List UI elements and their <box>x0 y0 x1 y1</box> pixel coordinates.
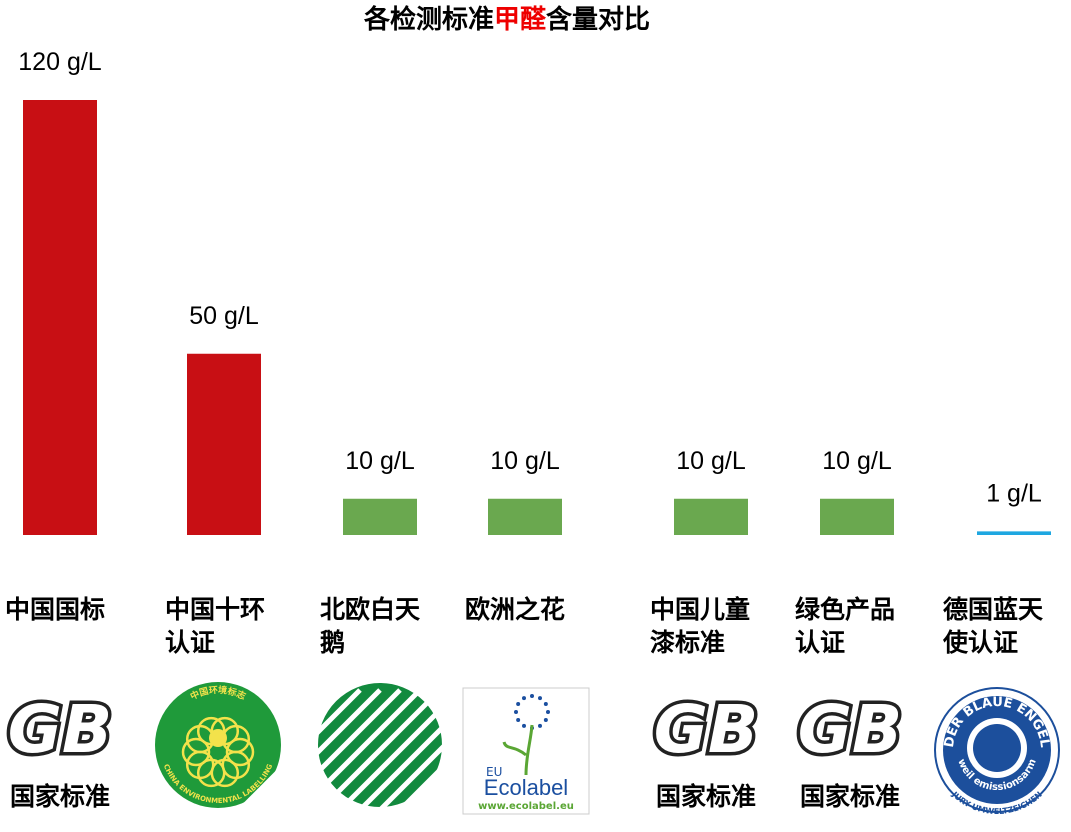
ring <box>181 737 211 767</box>
bar <box>187 353 261 535</box>
bar <box>488 498 562 535</box>
swan-stripe <box>238 688 362 812</box>
swan-ring <box>310 675 450 815</box>
category-label: 绿色产品认证 <box>795 595 895 657</box>
eu-star <box>538 723 542 728</box>
bar <box>343 498 417 535</box>
swan-stripe <box>278 688 402 812</box>
value-label: 10 g/L <box>490 447 560 475</box>
bar <box>977 531 1051 535</box>
category-label: 中国十环认证 <box>165 595 265 657</box>
category-label: 中国儿童漆标准 <box>650 595 750 657</box>
bar <box>674 498 748 535</box>
ecolabel-box <box>462 687 590 815</box>
eu-star <box>522 723 526 728</box>
category-label: 欧洲之花 <box>465 595 565 624</box>
logo-text: EU <box>486 765 502 779</box>
eu-star <box>516 702 521 706</box>
eu-star <box>514 710 518 714</box>
logo-text: 中国环境标志 <box>188 684 247 703</box>
category-label: 德国蓝天使认证 <box>942 595 1043 657</box>
logo-text: www.ecolabel.eu <box>478 801 574 812</box>
flower-stem <box>502 724 534 776</box>
logo-caption: 国家标准 <box>10 782 110 811</box>
swan-stripe <box>258 688 382 812</box>
title-highlight: 甲醛 <box>494 5 547 35</box>
swan-stripe <box>298 688 422 812</box>
value-label: 10 g/L <box>676 447 746 475</box>
logo-caption: 国家标准 <box>656 782 756 811</box>
category-label: 北欧白天鹅 <box>320 595 420 657</box>
logo-text-path: 中国环境标志 <box>188 684 247 703</box>
logo-caption: 国家标准 <box>800 782 900 811</box>
value-label: 10 g/L <box>345 447 415 475</box>
swan-stripe <box>358 688 482 812</box>
eu-star <box>530 694 534 698</box>
title-part: 各检测标准 <box>363 4 494 35</box>
value-label: 50 g/L <box>189 302 259 330</box>
angel-figure <box>973 724 1021 772</box>
gb-logo: GB <box>654 691 758 768</box>
eu-star <box>543 718 548 722</box>
eu-star <box>538 696 542 701</box>
chart-title: 各检测标准甲醛含量对比 <box>363 4 650 35</box>
value-label: 120 g/L <box>18 48 102 76</box>
ring <box>225 737 255 767</box>
eu-star <box>522 696 526 701</box>
swan-stripe <box>318 688 442 812</box>
bar <box>820 498 894 535</box>
category-label: 中国国标 <box>5 595 105 624</box>
bar <box>23 100 97 535</box>
eu-star <box>546 710 550 714</box>
title-part: 含量对比 <box>546 4 650 35</box>
gb-logo: GB <box>8 691 112 768</box>
value-label: 1 g/L <box>986 479 1042 507</box>
logo-text: Ecolabel <box>484 775 568 800</box>
sun <box>209 729 227 747</box>
value-label: 10 g/L <box>822 447 892 475</box>
eu-star <box>516 718 521 722</box>
eu-star <box>543 702 548 706</box>
gb-logo: GB <box>798 691 902 768</box>
